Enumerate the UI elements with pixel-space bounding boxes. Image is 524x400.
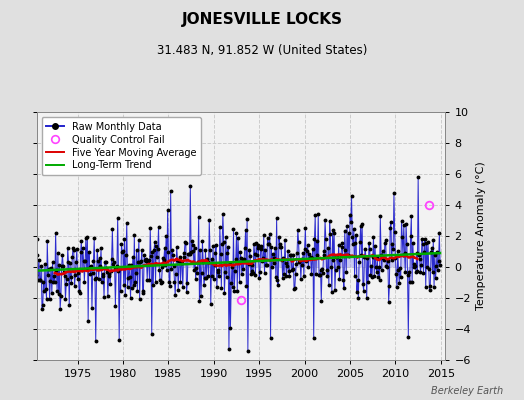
Legend: Raw Monthly Data, Quality Control Fail, Five Year Moving Average, Long-Term Tren: Raw Monthly Data, Quality Control Fail, … [41, 117, 201, 175]
Text: JONESVILLE LOCKS: JONESVILLE LOCKS [181, 12, 343, 27]
Y-axis label: Temperature Anomaly (°C): Temperature Anomaly (°C) [476, 162, 486, 310]
Text: 31.483 N, 91.852 W (United States): 31.483 N, 91.852 W (United States) [157, 44, 367, 57]
Text: Berkeley Earth: Berkeley Earth [431, 386, 503, 396]
